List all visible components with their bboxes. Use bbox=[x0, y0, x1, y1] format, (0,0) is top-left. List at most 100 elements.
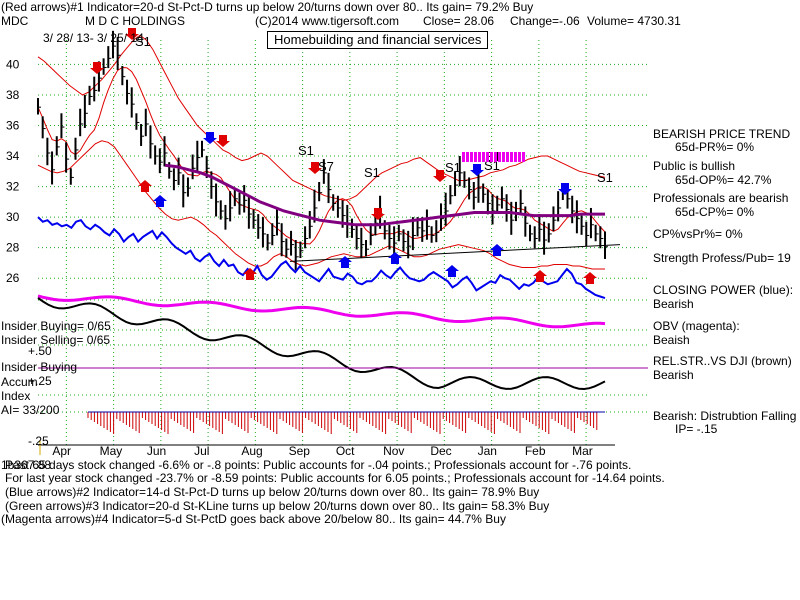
plus-25-label: +.25 bbox=[28, 374, 52, 388]
copyright: (C)2014 www.tigersoft.com bbox=[255, 14, 400, 28]
magenta-signal bbox=[462, 152, 465, 162]
plus-50-label: +.50 bbox=[28, 344, 52, 358]
trend-title: BEARISH PRICE TREND bbox=[653, 127, 791, 141]
up-arrow-icon bbox=[533, 270, 547, 282]
insider-buying-label: Insider Buying bbox=[1, 360, 78, 374]
cp-value: 65d-CP%= 0% bbox=[675, 205, 755, 219]
magenta-signal bbox=[502, 152, 505, 162]
closing-power-label: CLOSING POWER (blue): bbox=[653, 283, 794, 297]
change-value: Change=-.06 bbox=[510, 14, 580, 28]
signal-label: S1 bbox=[364, 165, 380, 180]
closing-power-line bbox=[37, 216, 606, 300]
accum-label: Accum bbox=[1, 375, 38, 389]
down-arrow-icon bbox=[90, 62, 104, 74]
x-tick-label: Oct bbox=[336, 444, 355, 458]
magenta-signal bbox=[514, 152, 517, 162]
relstr-value: Bearish bbox=[653, 368, 694, 382]
magenta-signal bbox=[490, 152, 493, 162]
y-tick-label: 30 bbox=[6, 210, 20, 224]
relstr-label: REL.STR..VS DJI (brown) bbox=[653, 354, 792, 368]
magenta-signal bbox=[470, 152, 473, 162]
signal-label: S1 bbox=[597, 170, 613, 185]
ma65-line bbox=[164, 163, 605, 227]
up-arrow-icon bbox=[153, 195, 167, 207]
magenta-signal bbox=[518, 152, 521, 162]
index-label: Index bbox=[1, 389, 31, 403]
obv-label: OBV (magenta): bbox=[653, 319, 740, 333]
signal-label: S1 bbox=[298, 143, 314, 158]
x-tick-label: Feb bbox=[525, 444, 546, 458]
magenta-signal bbox=[482, 152, 485, 162]
x-tick-label: Jan bbox=[478, 444, 497, 458]
public-title: Public is bullish bbox=[653, 159, 736, 173]
down-arrow-icon bbox=[558, 183, 572, 195]
date-range: 3/ 28/ 13- 3/ 25/ 14 bbox=[43, 31, 144, 45]
up-arrow-icon bbox=[445, 265, 459, 277]
volume-value: Volume= 4730.31 bbox=[587, 14, 681, 28]
down-arrow-icon bbox=[371, 208, 385, 220]
x-tick-label: Apr bbox=[52, 444, 71, 458]
close-price: Close= 28.06 bbox=[423, 14, 495, 28]
footer-line1: Past 65 days stock changed -6.6% or -.8 … bbox=[5, 458, 632, 472]
footer-line2: For last year stock changed -23.7% or -8… bbox=[5, 471, 665, 485]
y-tick-label: 34 bbox=[6, 149, 20, 163]
up-arrow-icon bbox=[243, 268, 257, 280]
pr-value: 65d-PR%= 0% bbox=[675, 140, 755, 154]
footer-line1-overlay: 1b367.88 bbox=[1, 458, 52, 472]
magenta-signal bbox=[466, 152, 469, 162]
ai-value: AI= 33/200 bbox=[1, 403, 60, 417]
x-tick-label: May bbox=[100, 444, 123, 458]
strength-ratio: Strength Profess/Pub= 19 bbox=[653, 251, 791, 265]
x-tick-label: Nov bbox=[383, 444, 404, 458]
magenta-signal bbox=[494, 152, 497, 162]
distribution-label: Bearish: Distrubtion Falling bbox=[653, 409, 797, 423]
upper-band bbox=[37, 34, 606, 201]
company-name: M D C HOLDINGS bbox=[85, 14, 186, 28]
footer-line5: (Magenta arrows)#4 Indicator=5-d St-PctD… bbox=[1, 512, 506, 526]
x-tick-label: Aug bbox=[241, 444, 262, 458]
up-arrow-icon bbox=[338, 256, 352, 268]
down-arrow-icon bbox=[433, 170, 447, 182]
y-tick-label: 28 bbox=[6, 241, 20, 255]
y-tick-label: 32 bbox=[6, 180, 20, 194]
support-trendline bbox=[289, 244, 621, 262]
footer-line3: (Blue arrows)#2 Indicator=14-d St-Pct-D … bbox=[5, 485, 540, 499]
insider-buying-count: Insider Buying= 0/65 bbox=[1, 319, 111, 333]
signal-label: S7 bbox=[318, 159, 334, 174]
insider-selling-count: Insider Selling= 0/65 bbox=[1, 333, 111, 347]
ticker-symbol: MDC bbox=[1, 14, 29, 28]
magenta-signal bbox=[510, 152, 513, 162]
down-arrow-icon bbox=[470, 164, 484, 176]
magenta-signal bbox=[506, 152, 509, 162]
x-tick-label: Mar bbox=[572, 444, 593, 458]
y-tick-label: 26 bbox=[6, 271, 20, 285]
signal-legend-red: (Red arrows)#1 Indicator=20-d St-Pct-D t… bbox=[1, 0, 534, 14]
y-tick-label: 40 bbox=[6, 57, 20, 71]
y-tick-label: 38 bbox=[6, 88, 20, 102]
up-arrow-icon bbox=[583, 272, 597, 284]
up-arrow-icon bbox=[490, 244, 504, 256]
cp-vs-pr: CP%vsPr%= 0% bbox=[653, 227, 743, 241]
minus-25-label: -.25 bbox=[28, 434, 49, 448]
x-tick-label: Sep bbox=[289, 444, 311, 458]
magenta-signal bbox=[498, 152, 501, 162]
down-arrow-icon bbox=[216, 135, 230, 147]
footer-line4: (Green arrows)#3 Indicator=20-d St-KLine… bbox=[5, 499, 550, 513]
relstr-line bbox=[37, 297, 606, 391]
magenta-signal bbox=[478, 152, 481, 162]
up-arrow-icon bbox=[388, 252, 402, 264]
down-arrow-icon bbox=[203, 132, 217, 144]
magenta-signal bbox=[486, 152, 489, 162]
ip-value: IP= -.15 bbox=[675, 422, 718, 436]
signal-label: S1 bbox=[135, 34, 151, 49]
y-tick-label: 36 bbox=[6, 119, 20, 133]
obv-line bbox=[37, 294, 606, 329]
lower-band bbox=[37, 140, 605, 270]
x-tick-label: Jul bbox=[194, 444, 209, 458]
closing-power-value: Bearish bbox=[653, 297, 694, 311]
down-arrow-icon bbox=[125, 28, 139, 40]
sector-title: Homebuilding and financial services bbox=[267, 31, 489, 49]
op-value: 65d-OP%= 42.7% bbox=[675, 173, 772, 187]
x-tick-label: Dec bbox=[430, 444, 451, 458]
